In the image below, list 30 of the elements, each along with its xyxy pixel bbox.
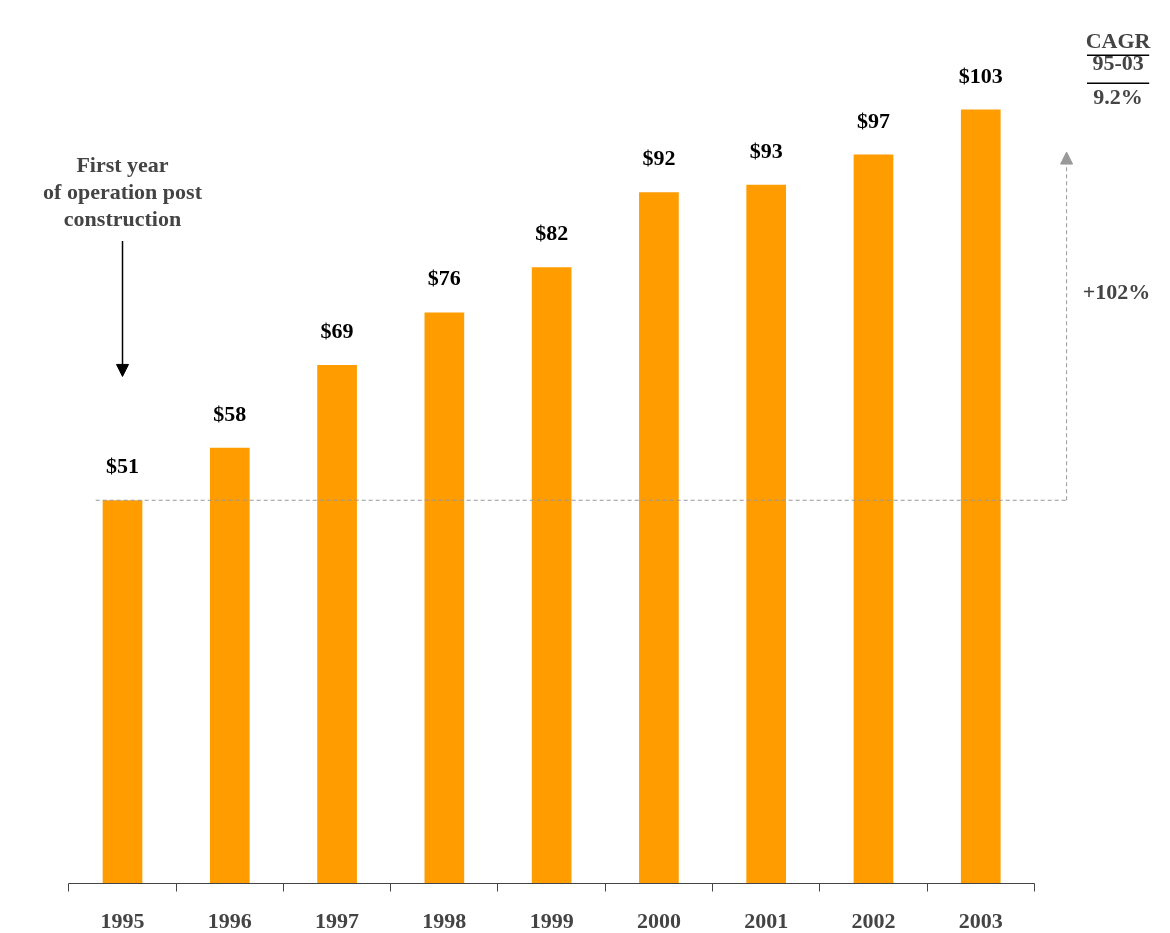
data-label: $92 xyxy=(642,145,676,171)
x-tick-label: 1997 xyxy=(315,907,360,933)
bar xyxy=(317,365,357,884)
bar xyxy=(209,447,250,884)
x-tick-label: 1995 xyxy=(100,907,145,933)
x-tick-label: 1999 xyxy=(529,907,574,933)
x-tick-label: 2002 xyxy=(851,907,896,933)
bar xyxy=(531,267,572,884)
x-tick-label: 1998 xyxy=(422,907,467,933)
text: +102% xyxy=(1082,278,1151,304)
data-label: $93 xyxy=(749,137,783,163)
bar xyxy=(102,500,143,884)
data-label: $69 xyxy=(320,318,354,343)
data-label: $97 xyxy=(856,107,890,133)
bar xyxy=(424,312,465,884)
annotation: First year of operation post construction xyxy=(43,151,203,232)
bar xyxy=(960,109,1001,884)
bar xyxy=(639,192,679,884)
bar xyxy=(853,154,894,884)
x-tick-label: 2003 xyxy=(958,907,1003,933)
x-tick-label: 1996 xyxy=(207,907,252,933)
data-label: $103 xyxy=(958,62,1003,88)
data-label: $58 xyxy=(213,400,247,426)
data-label: $51 xyxy=(106,453,140,479)
bar xyxy=(746,184,787,884)
x-tick-label: 2000 xyxy=(636,907,681,933)
data-label: $76 xyxy=(427,265,461,291)
text: 9.2% xyxy=(1093,83,1143,109)
x-tick-label: 2001 xyxy=(744,907,789,933)
data-label: $82 xyxy=(535,220,569,246)
